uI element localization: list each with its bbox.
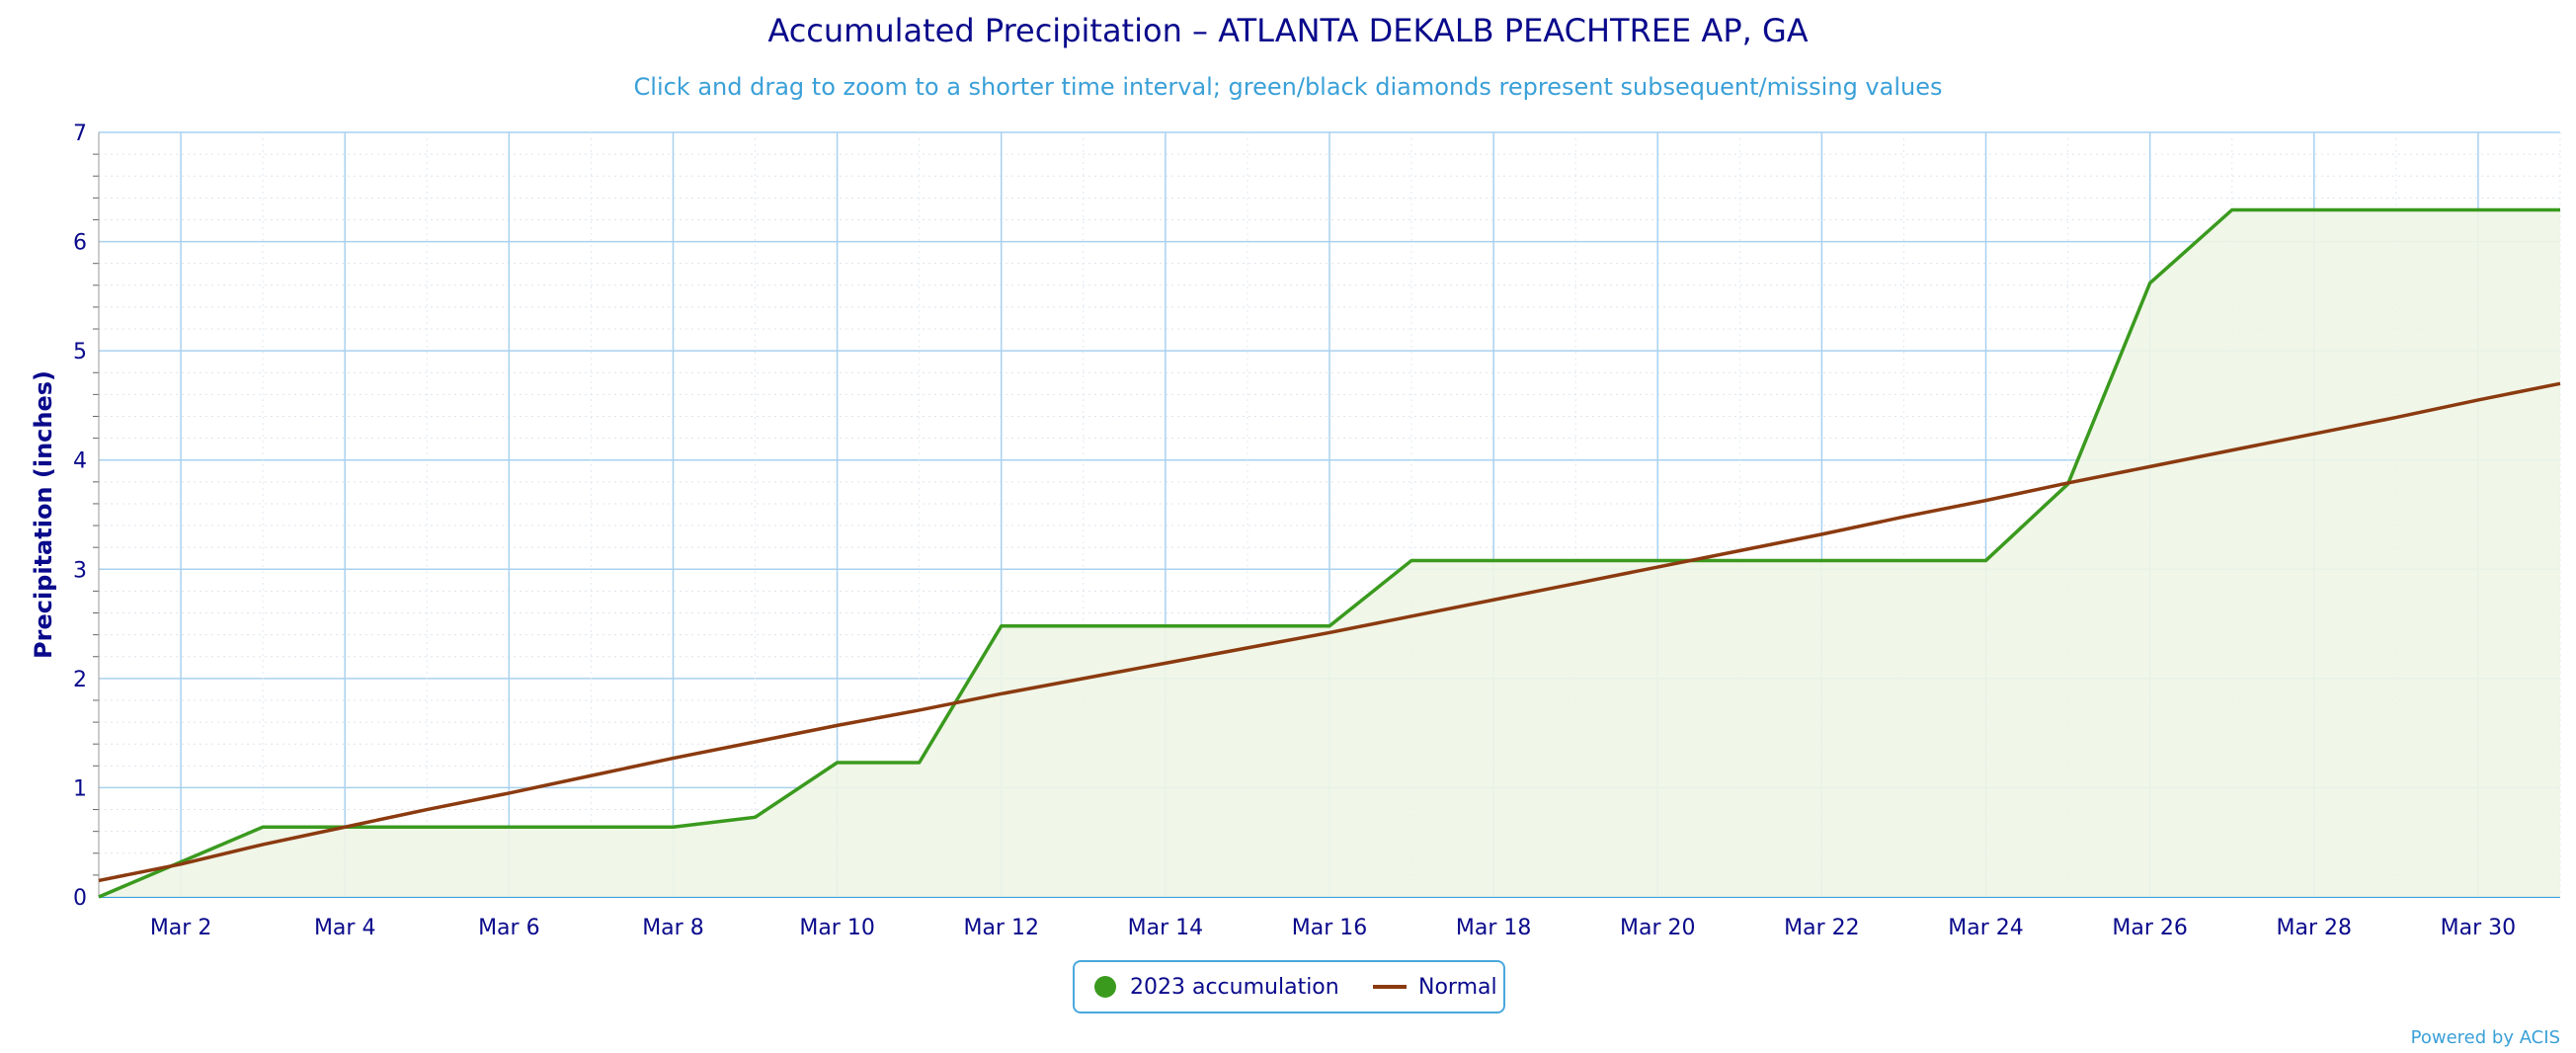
normal-point bbox=[670, 756, 676, 762]
normal-point bbox=[1572, 581, 1578, 587]
normal-point bbox=[178, 861, 184, 867]
accumulation-point bbox=[670, 824, 676, 830]
normal-point bbox=[96, 877, 102, 883]
chart-legend: 2023 accumulation Normal bbox=[1073, 960, 1505, 1013]
accumulation-point bbox=[1818, 557, 1824, 563]
accumulation-point bbox=[1900, 557, 1906, 563]
accumulation-point bbox=[917, 760, 923, 766]
normal-point bbox=[1983, 498, 1989, 504]
accumulation-point bbox=[2311, 207, 2317, 213]
accumulation-line bbox=[98, 207, 2560, 899]
normal-point bbox=[1654, 564, 1660, 570]
legend-item-accumulation[interactable]: 2023 accumulation bbox=[1094, 962, 1339, 1012]
accumulation-point bbox=[96, 894, 102, 900]
accumulation-point bbox=[260, 824, 266, 830]
normal-point bbox=[1327, 629, 1332, 635]
accumulation-point bbox=[753, 814, 759, 820]
normal-point bbox=[753, 739, 759, 745]
y-tick-label: 2 bbox=[73, 668, 87, 692]
normal-point bbox=[424, 807, 430, 813]
normal-point bbox=[1409, 613, 1414, 619]
normal-point bbox=[1736, 547, 1742, 553]
normal-point bbox=[1818, 531, 1824, 537]
y-tick-label: 6 bbox=[73, 231, 87, 256]
x-tick-label: Mar 16 bbox=[1292, 916, 1368, 940]
x-tick-label: Mar 30 bbox=[2441, 916, 2517, 940]
x-tick-label: Mar 8 bbox=[642, 916, 704, 940]
accumulation-point bbox=[2147, 281, 2153, 286]
legend-item-normal[interactable]: Normal bbox=[1373, 962, 1497, 1012]
x-tick-label: Mar 22 bbox=[1784, 916, 1860, 940]
x-tick-label: Mar 26 bbox=[2112, 916, 2188, 940]
normal-point bbox=[506, 790, 512, 796]
accumulation-point bbox=[588, 824, 594, 830]
powered-by-link[interactable]: Powered by ACIS bbox=[2410, 1027, 2560, 1048]
y-tick-label: 1 bbox=[73, 776, 87, 801]
normal-point bbox=[1081, 676, 1087, 682]
y-tick-label: 5 bbox=[73, 340, 87, 364]
x-tick-label: Mar 10 bbox=[799, 916, 875, 940]
y-axis-label: Precipitation (inches) bbox=[30, 370, 57, 659]
accumulation-point bbox=[1327, 623, 1332, 629]
normal-point bbox=[835, 722, 841, 728]
y-tick-label: 0 bbox=[73, 886, 87, 911]
x-tick-label: Mar 20 bbox=[1620, 916, 1696, 940]
normal-point bbox=[1163, 660, 1168, 666]
normal-line bbox=[98, 381, 2561, 883]
accumulation-point bbox=[999, 623, 1005, 629]
accumulation-point bbox=[2229, 207, 2235, 213]
accumulation-point bbox=[1572, 557, 1578, 563]
x-tick-label: Mar 6 bbox=[478, 916, 540, 940]
accumulation-point bbox=[2475, 207, 2481, 213]
accumulation-point bbox=[506, 824, 512, 830]
chart-subtitle: Click and drag to zoom to a shorter time… bbox=[633, 73, 1943, 101]
legend-dot-icon bbox=[1094, 976, 1116, 998]
normal-point bbox=[2475, 397, 2481, 403]
accumulation-point bbox=[1490, 557, 1496, 563]
normal-point bbox=[342, 824, 348, 830]
accumulation-point bbox=[835, 760, 841, 766]
x-tick-label: Mar 24 bbox=[1948, 916, 2024, 940]
accumulation-point bbox=[1654, 557, 1660, 563]
chart-title: Accumulated Precipitation – ATLANTA DEKA… bbox=[767, 12, 1809, 49]
legend-line-icon bbox=[1373, 985, 1407, 989]
x-tick-label: Mar 12 bbox=[963, 916, 1039, 940]
x-tick-label: Mar 2 bbox=[150, 916, 212, 940]
x-tick-label: Mar 28 bbox=[2277, 916, 2353, 940]
accumulation-point bbox=[1163, 623, 1168, 629]
accumulation-point bbox=[1409, 557, 1414, 563]
x-tick-label: Mar 4 bbox=[314, 916, 376, 940]
y-tick-label: 7 bbox=[73, 122, 87, 146]
accumulation-point bbox=[2393, 207, 2399, 213]
x-tick-label: Mar 14 bbox=[1128, 916, 1204, 940]
accumulation-point bbox=[2557, 207, 2563, 213]
accumulation-point bbox=[1983, 557, 1989, 563]
legend-label-normal: Normal bbox=[1418, 974, 1497, 1000]
normal-point bbox=[260, 842, 266, 848]
normal-point bbox=[2229, 447, 2235, 453]
accumulation-point bbox=[1245, 623, 1250, 629]
y-tick-label: 3 bbox=[73, 558, 87, 583]
accumulation-point bbox=[1736, 557, 1742, 563]
normal-point bbox=[588, 772, 594, 778]
normal-point bbox=[2393, 415, 2399, 421]
normal-point bbox=[2557, 380, 2563, 386]
normal-point bbox=[917, 707, 923, 713]
x-tick-label: Mar 18 bbox=[1456, 916, 1532, 940]
normal-point bbox=[999, 690, 1005, 696]
accumulation-point bbox=[1081, 623, 1087, 629]
normal-point bbox=[1490, 597, 1496, 603]
accumulation-area bbox=[99, 209, 2560, 897]
normal-point bbox=[1245, 645, 1250, 651]
normal-point bbox=[2147, 463, 2153, 469]
y-tick-label: 4 bbox=[73, 449, 87, 474]
normal-point bbox=[2065, 480, 2071, 486]
normal-point bbox=[1900, 514, 1906, 520]
normal-point bbox=[2311, 431, 2317, 437]
legend-label-accumulation: 2023 accumulation bbox=[1130, 974, 1339, 1000]
accumulation-point bbox=[424, 824, 430, 830]
